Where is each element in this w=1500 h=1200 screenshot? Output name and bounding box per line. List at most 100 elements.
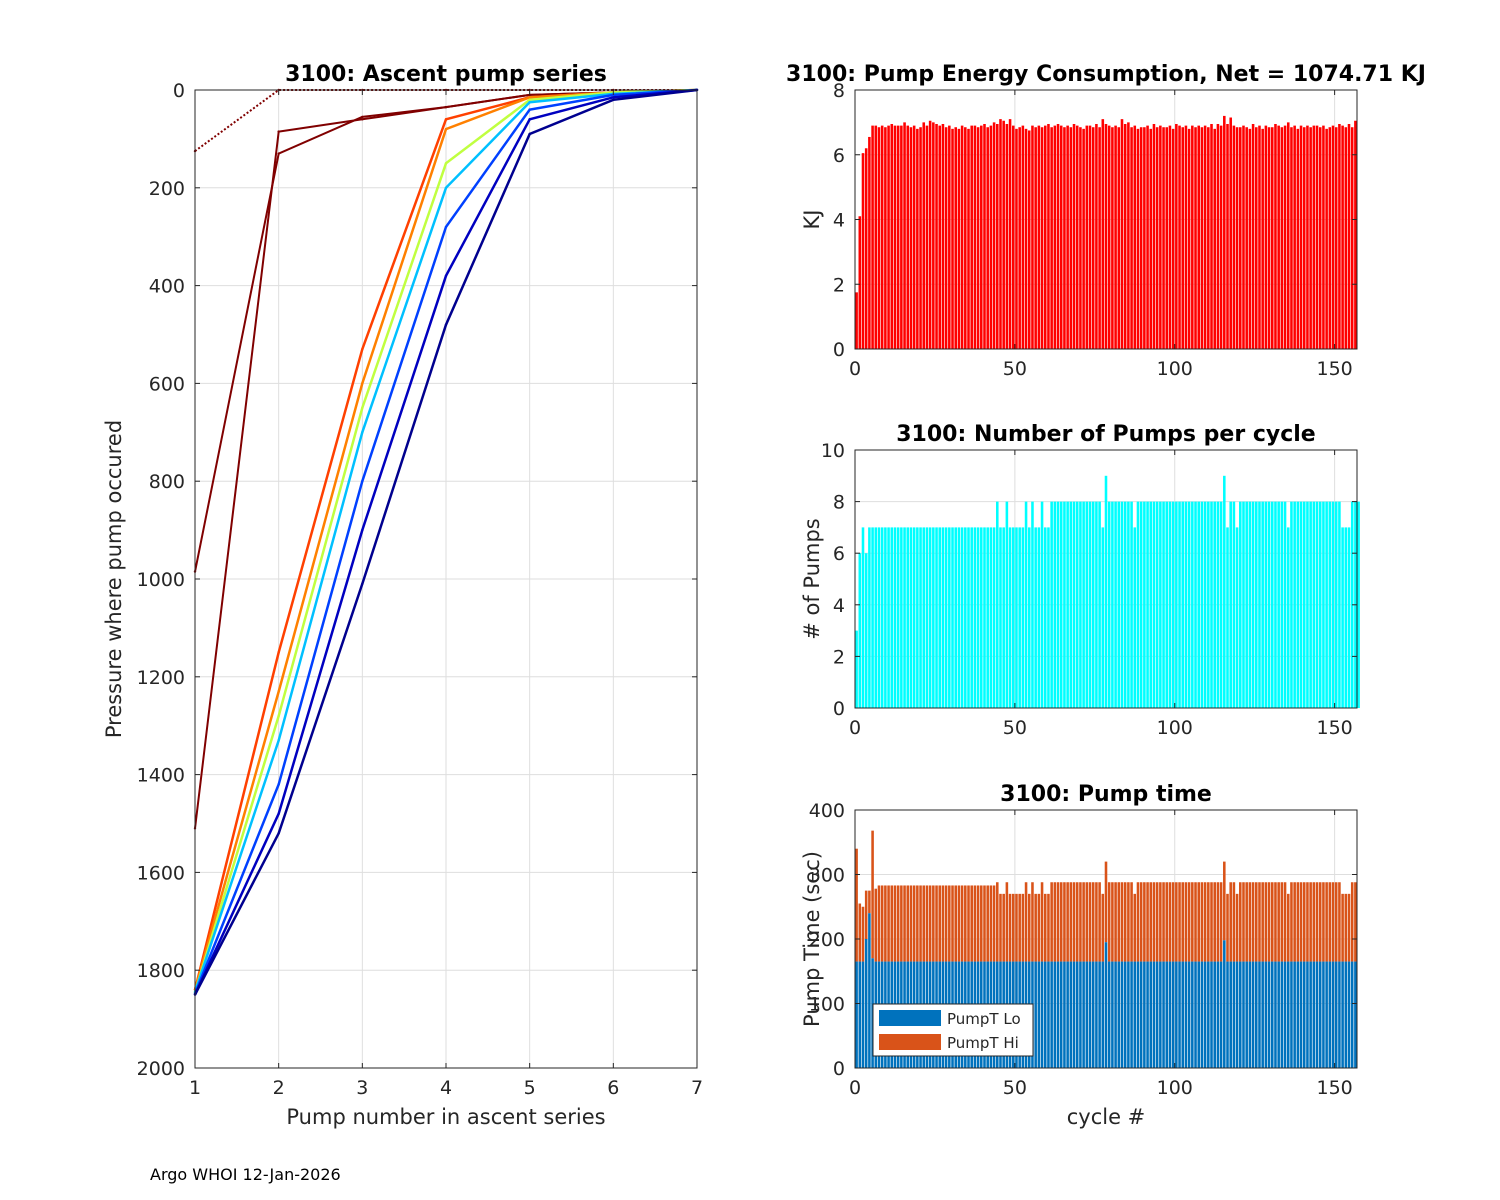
series-point (444, 105, 448, 109)
pumps-bar (1200, 501, 1204, 708)
pumptime-hi-bar (855, 848, 858, 962)
energy-bar (903, 122, 906, 349)
pumptime-lo-bar (1341, 961, 1344, 1068)
pumptime-hi-bar (1347, 893, 1351, 962)
pumptime-lo-bar (1242, 961, 1245, 1068)
pumps-bar (861, 527, 865, 708)
energy-bar (1107, 125, 1111, 349)
energy-bar (861, 153, 865, 349)
pumptime-hi-bar (1136, 882, 1140, 962)
series-point (277, 783, 280, 786)
energy-bar (1302, 127, 1306, 349)
y-tick-label: 800 (149, 471, 185, 493)
pumptime-lo-bar (1056, 961, 1060, 1068)
pumps-bar (1053, 501, 1057, 708)
pumps-bar (1184, 501, 1188, 708)
energy-bar (996, 123, 999, 350)
pumps-bar (1312, 501, 1316, 708)
y-tick-label: 600 (149, 373, 185, 395)
plot-marks (855, 115, 1357, 350)
pumptime-lo-bar (1312, 961, 1316, 1068)
x-tick-label: 100 (1157, 358, 1193, 380)
pumps-bar (1299, 501, 1303, 708)
series-point (361, 406, 364, 410)
pumptime-lo-bar (1318, 961, 1322, 1068)
pumptime-hi-bar (919, 885, 922, 962)
pumptime-hi-bar (887, 885, 890, 962)
pumps-bar (1235, 527, 1239, 708)
pumptime-hi-bar (1130, 882, 1133, 962)
energy-bar (1191, 125, 1194, 349)
energy-bar (1197, 125, 1201, 349)
pumps-bar (1207, 501, 1210, 708)
y-tick-label: 6 (833, 543, 845, 565)
pumps-bar (1283, 501, 1287, 708)
pumptime-hi-bar (1283, 882, 1287, 962)
pumptime-hi-bar (1290, 882, 1293, 962)
energy-bar (1082, 128, 1085, 349)
pumps-bar (1034, 527, 1037, 708)
pumptime-lo-bar (1245, 961, 1248, 1068)
pumptime-hi-bar (967, 885, 970, 962)
energy-bar (919, 127, 922, 349)
pumps-bar (1037, 527, 1041, 708)
pumps-bar (1040, 501, 1044, 708)
pumps-bar (858, 553, 862, 708)
pumptime-lo-bar (1181, 961, 1185, 1068)
pumps-bar (1149, 501, 1153, 708)
pumps-bar (1341, 527, 1344, 708)
x-tick-label: 150 (1316, 1077, 1352, 1099)
pumptime-hi-bar (890, 885, 894, 962)
pumptime-hi-bar (1024, 882, 1028, 962)
energy-bar (1331, 125, 1335, 349)
x-tick-label: 0 (849, 717, 861, 739)
pumptime-hi-bar (1315, 882, 1319, 962)
energy-bar (874, 125, 878, 349)
pumptime-hi-bar (1248, 882, 1252, 962)
energy-bar (1005, 123, 1009, 350)
energy-bar (1293, 125, 1296, 349)
energy-bar (1354, 120, 1357, 349)
pumptime-lo-bar (855, 961, 858, 1068)
pumptime-hi-bar (1299, 882, 1303, 962)
y-tick-label: 2000 (137, 1058, 185, 1080)
energy-bar (1184, 125, 1188, 349)
series-point (528, 98, 531, 101)
pumptime-hi-bar (1152, 882, 1156, 962)
pumptime-hi-bar (999, 893, 1002, 962)
pumptime-lo-bar (1159, 961, 1162, 1068)
pumptime-hi-bar (1354, 882, 1357, 962)
pumptime-lo-bar (1344, 961, 1348, 1068)
pumptime-lo-bar (1114, 961, 1117, 1068)
pumps-bar (912, 527, 916, 708)
pumptime-hi-bar (880, 885, 884, 962)
pumptime-hi-bar (1210, 882, 1213, 962)
pumps-bar (868, 527, 871, 708)
pumptime-lo-bar (1047, 961, 1050, 1068)
energy-bar (900, 125, 903, 349)
pumptime-hi-bar (1175, 882, 1178, 962)
pumps-bar (1015, 527, 1018, 708)
pumptime-hi-bar (941, 885, 945, 962)
pumptime-hi-bar (871, 830, 874, 959)
energy-bar (1270, 127, 1274, 349)
pumps-bar (1050, 501, 1053, 708)
pumptime-lo-bar (1107, 961, 1111, 1068)
energy-bar (967, 128, 970, 349)
energy-bar (1053, 125, 1057, 349)
pumptime-hi-bar (1197, 882, 1201, 962)
pumptime-hi-bar (1232, 882, 1236, 962)
pumps-bar (1047, 527, 1050, 708)
pumptime-hi-bar (1162, 882, 1165, 962)
energy-bar (1095, 123, 1098, 350)
pumptime-hi-bar (1235, 893, 1239, 962)
pumptime-lo-bar (1059, 961, 1063, 1068)
pumptime-hi-bar (932, 885, 935, 962)
pumps-bar (1130, 501, 1133, 708)
pumps-bar (1063, 501, 1066, 708)
series-point (528, 132, 531, 136)
pumps-bar (951, 527, 954, 708)
pumptime-hi-bar (1056, 882, 1060, 962)
pumptime-hi-bar (1079, 882, 1082, 962)
